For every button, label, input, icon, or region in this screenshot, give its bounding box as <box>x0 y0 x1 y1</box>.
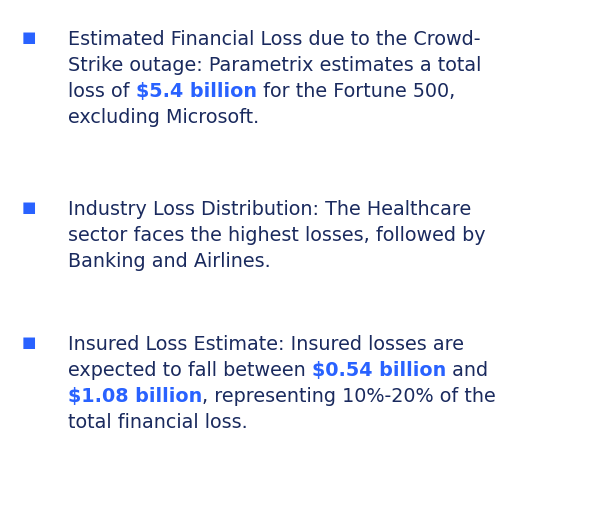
Text: and: and <box>446 361 488 380</box>
Text: sector faces the highest losses, followed by: sector faces the highest losses, followe… <box>68 226 485 245</box>
Text: Banking and Airlines.: Banking and Airlines. <box>68 252 271 271</box>
Text: ■: ■ <box>22 335 37 350</box>
Text: ■: ■ <box>22 30 37 45</box>
Text: $0.54 billion: $0.54 billion <box>312 361 446 380</box>
Text: Estimated Financial Loss due to the Crowd-: Estimated Financial Loss due to the Crow… <box>68 30 481 49</box>
Text: expected to fall between: expected to fall between <box>68 361 312 380</box>
Text: for the Fortune 500,: for the Fortune 500, <box>257 82 455 101</box>
Text: loss of: loss of <box>68 82 136 101</box>
Text: Strike outage: Parametrix estimates a total: Strike outage: Parametrix estimates a to… <box>68 56 481 75</box>
Text: excluding Microsoft.: excluding Microsoft. <box>68 108 259 127</box>
Text: ■: ■ <box>22 200 37 215</box>
Text: $5.4 billion: $5.4 billion <box>136 82 257 101</box>
Text: total financial loss.: total financial loss. <box>68 413 248 432</box>
Text: , representing 10%-20% of the: , representing 10%-20% of the <box>202 387 496 406</box>
Text: Insured Loss Estimate: Insured losses are: Insured Loss Estimate: Insured losses ar… <box>68 335 464 354</box>
Text: $1.08 billion: $1.08 billion <box>68 387 202 406</box>
Text: Industry Loss Distribution: The Healthcare: Industry Loss Distribution: The Healthca… <box>68 200 471 219</box>
